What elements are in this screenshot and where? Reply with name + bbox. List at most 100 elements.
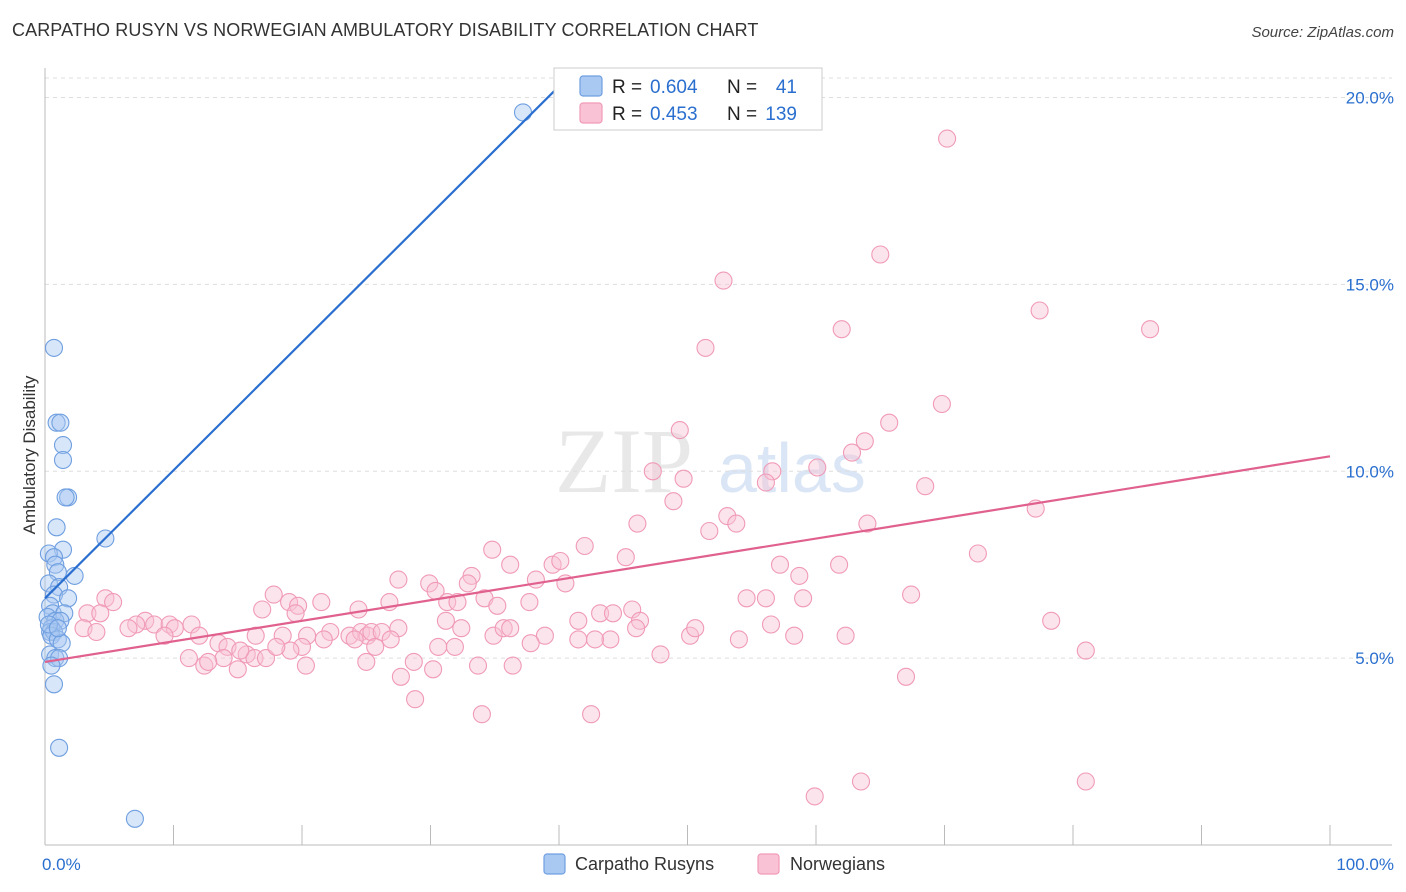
carpatho-rusyn-point-19[interactable] bbox=[59, 589, 78, 608]
carpatho-rusyn-point-8[interactable] bbox=[47, 518, 66, 537]
norwegian-point-56[interactable] bbox=[253, 600, 272, 619]
norwegian-point-33[interactable] bbox=[968, 544, 987, 563]
norwegian-point-59[interactable] bbox=[349, 600, 368, 619]
norwegian-point-113[interactable] bbox=[429, 637, 448, 656]
norwegian-point-119[interactable] bbox=[179, 649, 198, 668]
norwegian-point-122[interactable] bbox=[231, 641, 250, 660]
norwegian-point-75[interactable] bbox=[155, 626, 174, 645]
norwegian-point-114[interactable] bbox=[445, 637, 464, 656]
norwegian-point-35[interactable] bbox=[389, 570, 408, 589]
norwegian-point-97[interactable] bbox=[729, 630, 748, 649]
norwegian-point-49[interactable] bbox=[448, 593, 467, 612]
norwegian-point-103[interactable] bbox=[87, 622, 106, 642]
carpatho-rusyn-point-37[interactable] bbox=[50, 738, 69, 757]
legend-swatch-norwegians[interactable] bbox=[757, 853, 780, 875]
norwegian-point-96[interactable] bbox=[686, 619, 705, 638]
norwegian-point-89[interactable] bbox=[484, 626, 503, 645]
norwegian-point-3[interactable] bbox=[1030, 301, 1049, 320]
norwegian-point-98[interactable] bbox=[761, 615, 781, 634]
norwegian-point-115[interactable] bbox=[521, 634, 540, 653]
norwegian-point-124[interactable] bbox=[281, 641, 300, 660]
carpatho-rusyn-point-4[interactable] bbox=[53, 436, 73, 455]
norwegian-point-16[interactable] bbox=[756, 473, 775, 492]
norwegian-point-66[interactable] bbox=[104, 593, 123, 612]
norwegian-point-99[interactable] bbox=[785, 626, 804, 645]
norwegian-point-30[interactable] bbox=[551, 551, 570, 571]
norwegian-point-21[interactable] bbox=[718, 507, 737, 526]
norwegian-point-125[interactable] bbox=[296, 656, 315, 675]
norwegian-point-12[interactable] bbox=[643, 462, 662, 481]
norwegian-point-131[interactable] bbox=[228, 660, 247, 679]
norwegian-point-127[interactable] bbox=[404, 652, 423, 671]
carpatho-rusyn-point-25[interactable] bbox=[51, 611, 70, 630]
norwegian-point-9[interactable] bbox=[670, 421, 689, 440]
legend-label-norwegians[interactable]: Norwegians bbox=[790, 854, 885, 874]
norwegian-point-0[interactable] bbox=[938, 129, 957, 148]
carpatho-rusyn-point-2[interactable] bbox=[47, 413, 66, 432]
norwegian-point-129[interactable] bbox=[468, 656, 488, 675]
norwegian-point-67[interactable] bbox=[78, 604, 97, 623]
norwegian-point-111[interactable] bbox=[366, 637, 385, 656]
norwegian-point-141[interactable] bbox=[896, 667, 916, 686]
norwegian-point-15[interactable] bbox=[674, 469, 693, 488]
norwegian-point-11[interactable] bbox=[842, 443, 862, 462]
carpatho-rusyn-point-18[interactable] bbox=[44, 585, 64, 604]
norwegian-point-4[interactable] bbox=[832, 320, 851, 339]
norwegian-point-62[interactable] bbox=[591, 604, 610, 623]
legend-label-carpatho-rusyns[interactable]: Carpatho Rusyns bbox=[575, 854, 714, 874]
norwegian-point-38[interactable] bbox=[526, 570, 545, 589]
norwegian-point-23[interactable] bbox=[858, 514, 877, 533]
norwegian-point-118[interactable] bbox=[651, 645, 670, 664]
carpatho-rusyn-point-36[interactable] bbox=[44, 675, 64, 694]
norwegian-point-68[interactable] bbox=[91, 604, 110, 623]
norwegian-point-34[interactable] bbox=[420, 574, 439, 593]
carpatho-rusyn-point-40[interactable] bbox=[48, 619, 67, 638]
norwegian-point-134[interactable] bbox=[391, 667, 410, 686]
norwegian-point-94[interactable] bbox=[627, 619, 646, 638]
norwegian-point-24[interactable] bbox=[700, 521, 719, 541]
carpatho-rusyn-point-0[interactable] bbox=[513, 103, 533, 122]
norwegian-point-63[interactable] bbox=[603, 604, 623, 623]
norwegian-point-50[interactable] bbox=[488, 596, 507, 615]
norwegian-point-58[interactable] bbox=[286, 604, 305, 623]
norwegian-point-101[interactable] bbox=[1042, 611, 1061, 630]
norwegian-point-52[interactable] bbox=[737, 589, 756, 608]
carpatho-rusyn-point-10[interactable] bbox=[53, 540, 73, 559]
carpatho-rusyn-point-1[interactable] bbox=[44, 338, 64, 357]
norwegian-point-17[interactable] bbox=[916, 477, 935, 496]
norwegian-point-100[interactable] bbox=[836, 626, 855, 645]
norwegian-point-5[interactable] bbox=[1141, 320, 1160, 339]
norwegian-point-112[interactable] bbox=[381, 630, 400, 649]
norwegian-point-61[interactable] bbox=[569, 611, 588, 630]
norwegian-point-14[interactable] bbox=[808, 458, 827, 477]
norwegian-point-108[interactable] bbox=[292, 637, 312, 656]
norwegian-point-46[interactable] bbox=[312, 593, 331, 612]
legend-swatch-carpatho-rusyns[interactable] bbox=[543, 853, 566, 875]
norwegian-point-26[interactable] bbox=[483, 540, 502, 559]
norwegian-point-142[interactable] bbox=[267, 637, 286, 656]
norwegian-point-37[interactable] bbox=[458, 574, 477, 593]
norwegian-point-137[interactable] bbox=[582, 705, 601, 724]
norwegian-point-7[interactable] bbox=[932, 394, 951, 414]
norwegian-point-133[interactable] bbox=[1076, 641, 1095, 660]
norwegian-point-74[interactable] bbox=[119, 619, 138, 638]
norwegian-point-88[interactable] bbox=[452, 619, 471, 638]
norwegian-point-57[interactable] bbox=[289, 596, 308, 615]
norwegian-point-135[interactable] bbox=[406, 690, 425, 709]
norwegian-point-117[interactable] bbox=[585, 630, 605, 649]
norwegian-point-1[interactable] bbox=[871, 245, 890, 264]
norwegian-point-60[interactable] bbox=[436, 611, 455, 630]
norwegian-point-40[interactable] bbox=[790, 566, 809, 585]
norwegian-point-20[interactable] bbox=[628, 514, 647, 533]
carpatho-rusyn-point-7[interactable] bbox=[56, 488, 75, 507]
norwegian-point-126[interactable] bbox=[357, 652, 376, 671]
carpatho-rusyn-point-31[interactable] bbox=[52, 634, 71, 653]
carpatho-rusyn-point-3[interactable] bbox=[51, 413, 70, 432]
norwegian-point-123[interactable] bbox=[256, 649, 276, 668]
norwegian-point-27[interactable] bbox=[616, 548, 635, 567]
norwegian-point-121[interactable] bbox=[214, 649, 233, 668]
norwegian-point-136[interactable] bbox=[472, 705, 491, 724]
norwegian-point-109[interactable] bbox=[314, 630, 333, 649]
norwegian-point-45[interactable] bbox=[280, 593, 299, 612]
norwegian-point-28[interactable] bbox=[501, 555, 520, 574]
